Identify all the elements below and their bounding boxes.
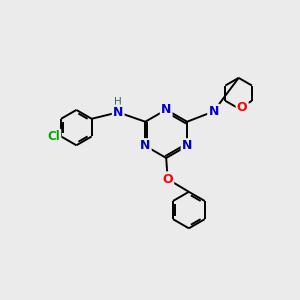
Text: N: N: [140, 140, 151, 152]
Text: N: N: [113, 106, 123, 119]
Text: Cl: Cl: [47, 130, 60, 143]
Text: N: N: [161, 103, 171, 116]
Text: N: N: [182, 140, 192, 152]
Text: O: O: [162, 172, 173, 186]
Text: H: H: [114, 97, 122, 107]
Text: O: O: [237, 100, 247, 113]
Text: N: N: [208, 105, 219, 118]
